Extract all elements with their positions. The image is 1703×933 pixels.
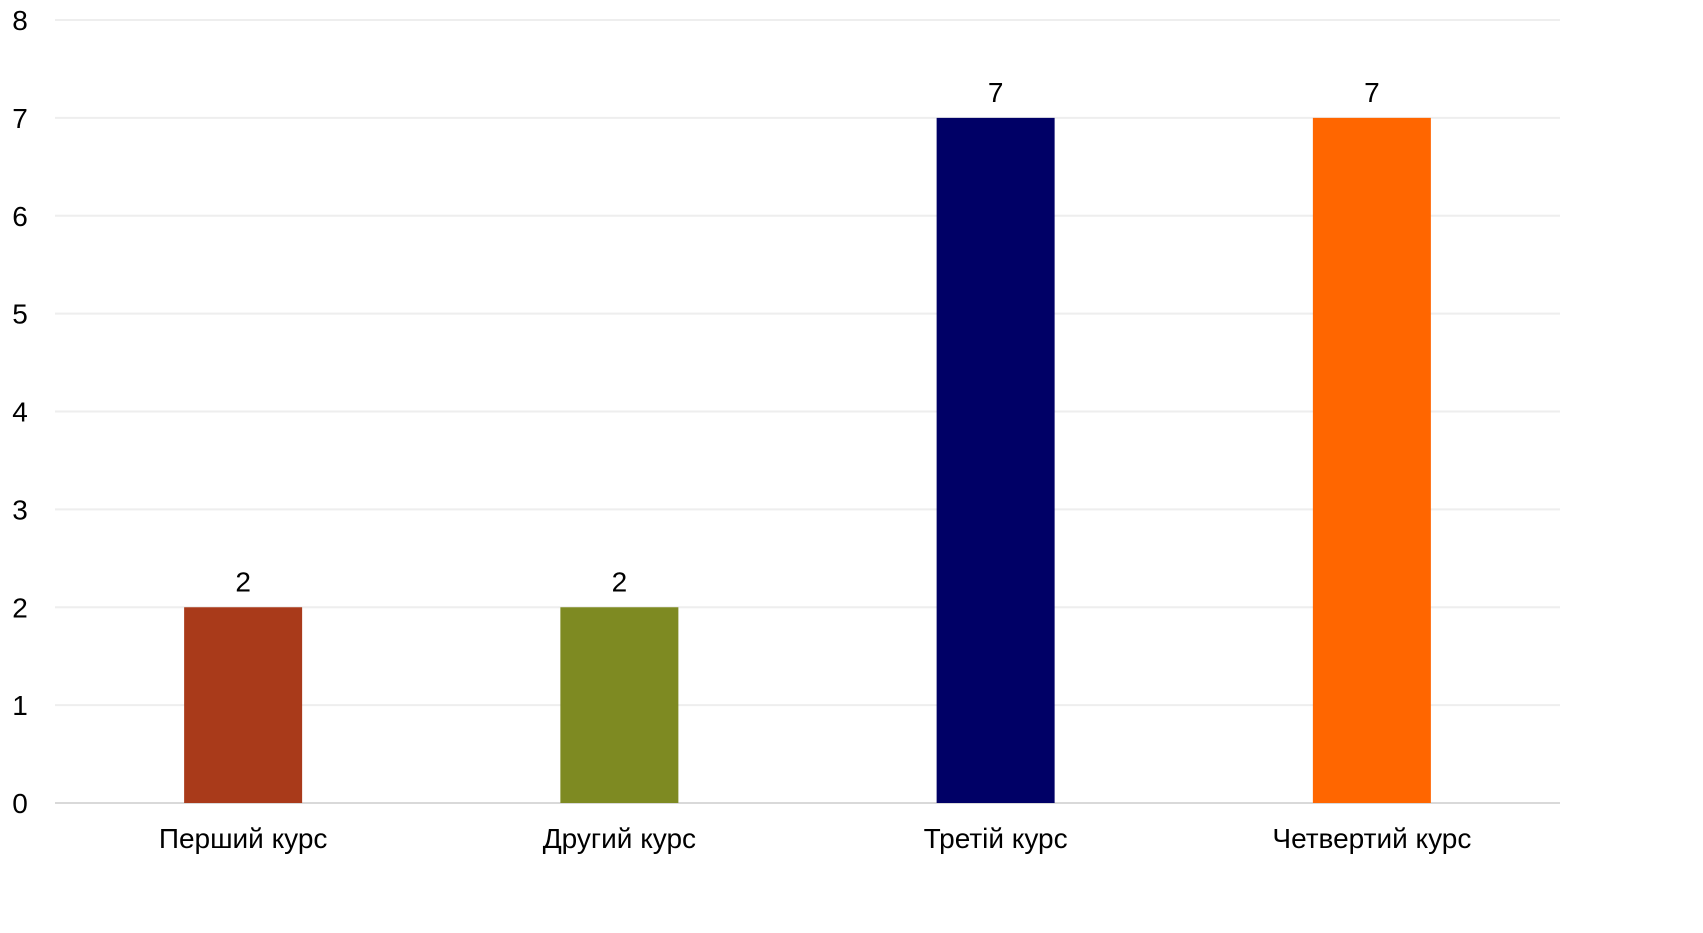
y-tick-label: 6 [12, 201, 28, 232]
bars [184, 117, 1431, 803]
x-axis-ticks: Перший курс Другий курс Третій курс Четверт… [159, 823, 1472, 854]
y-tick-label: 7 [12, 103, 28, 134]
y-tick-label: 3 [12, 494, 28, 525]
bar-3 [936, 117, 1055, 803]
x-tick-label-1: Перший курс [159, 823, 328, 854]
bar-2 [560, 607, 679, 803]
data-labels: 2 2 7 7 [235, 77, 1379, 597]
y-axis-ticks: 0 1 2 3 4 5 6 7 8 [12, 5, 28, 819]
data-label-2: 2 [612, 566, 628, 597]
y-tick-label: 1 [12, 690, 28, 721]
data-label-4: 7 [1364, 77, 1380, 108]
x-tick-label-2: Другий курс [543, 823, 696, 854]
y-tick-label: 8 [12, 5, 28, 36]
y-tick-label: 0 [12, 788, 28, 819]
x-tick-label-3: Третій курс [924, 823, 1068, 854]
gridlines [55, 19, 1560, 804]
data-label-3: 7 [988, 77, 1004, 108]
data-label-1: 2 [235, 566, 251, 597]
x-tick-label-4: Четвертий курс [1272, 823, 1471, 854]
y-tick-label: 2 [12, 592, 28, 623]
bar-1 [184, 607, 303, 803]
bar-4 [1312, 117, 1431, 803]
y-tick-label: 5 [12, 299, 28, 330]
y-tick-label: 4 [12, 397, 28, 428]
